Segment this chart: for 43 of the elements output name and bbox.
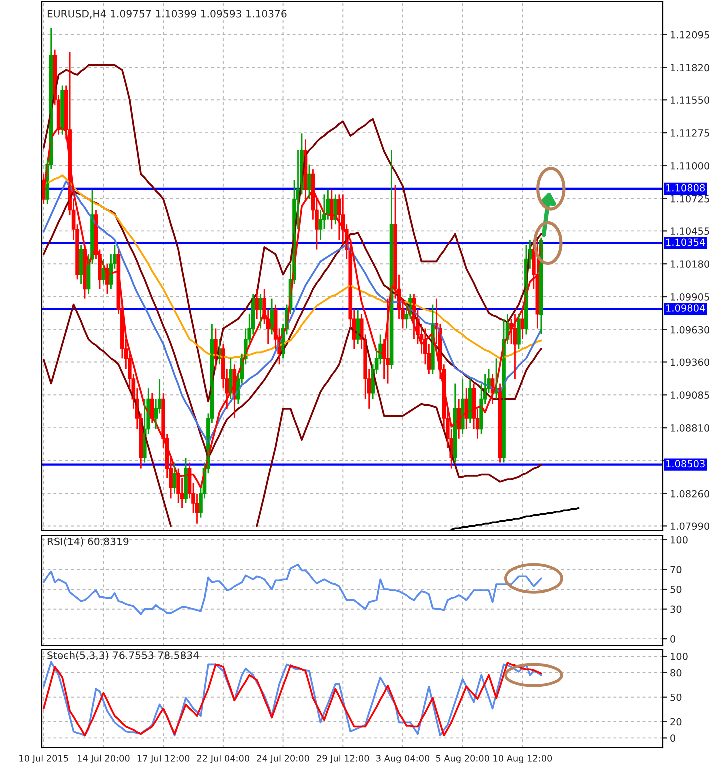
y-tick-label: 1.09630	[671, 326, 710, 334]
chart-title: Stoch(5,3,3) 76.7553 78.5834	[48, 651, 200, 661]
ref-line-label: 1.10354	[666, 238, 706, 246]
chart-title: RSI(14) 60.8319	[48, 538, 129, 547]
y-tick-label: 1.11275	[671, 130, 710, 137]
y-tick-label: 1.09085	[671, 392, 710, 399]
ref-line-label: 1.08503	[666, 460, 705, 468]
x-tick-label: 29 Jul 12:00	[317, 754, 370, 764]
y-tick-label: 50	[670, 694, 682, 702]
y-tick-label: 1.11820	[671, 64, 710, 72]
y-tick-label: 1.09905	[671, 293, 710, 301]
y-tick-label: 20	[670, 718, 682, 726]
x-tick-label: 10 Aug 12:00	[494, 755, 552, 764]
y-tick-label: 70	[670, 566, 682, 574]
y-tick-label: 1.09360	[671, 358, 710, 366]
y-tick-label: 1.10725	[671, 195, 710, 203]
x-tick-label: 10 Jul 2015	[20, 754, 68, 764]
x-tick-label: 5 Aug 20:00	[436, 755, 490, 764]
y-tick-label: 1.11550	[671, 96, 710, 104]
x-tick-label: 3 Aug 04:00	[376, 755, 430, 764]
y-tick-label: 100	[671, 653, 688, 660]
y-tick-label: 0	[670, 734, 676, 742]
line-series	[42, 564, 542, 616]
y-tick-label: 1.10180	[671, 260, 710, 268]
y-tick-label: 1.08260	[671, 490, 710, 498]
line-series	[42, 64, 542, 403]
y-tick-label: 100	[671, 536, 688, 544]
y-tick-label: 0	[670, 636, 676, 643]
ref-line-label: 1.10808	[666, 184, 706, 192]
y-tick-label: 1.10455	[671, 228, 710, 236]
y-tick-label: 1.07990	[671, 522, 710, 530]
y-tick-label: 1.11000	[671, 162, 710, 170]
x-tick-label: 24 Jul 20:00	[257, 754, 310, 764]
ref-line-label: 1.09804	[666, 304, 706, 312]
x-tick-label: 22 Jul 04:00	[197, 754, 250, 764]
x-tick-label: 17 Jul 12:00	[138, 754, 190, 764]
x-tick-label: 14 Jul 20:00	[78, 754, 130, 764]
y-tick-label: 80	[670, 669, 682, 677]
y-tick-label: 1.08810	[671, 424, 710, 432]
y-tick-label: 30	[670, 606, 682, 614]
text: EURUSD,H4 1.09757 1.10399 1.09593 1.10376	[48, 10, 287, 19]
y-tick-label: 1.12095	[671, 31, 710, 39]
y-tick-label: 50	[670, 586, 682, 594]
